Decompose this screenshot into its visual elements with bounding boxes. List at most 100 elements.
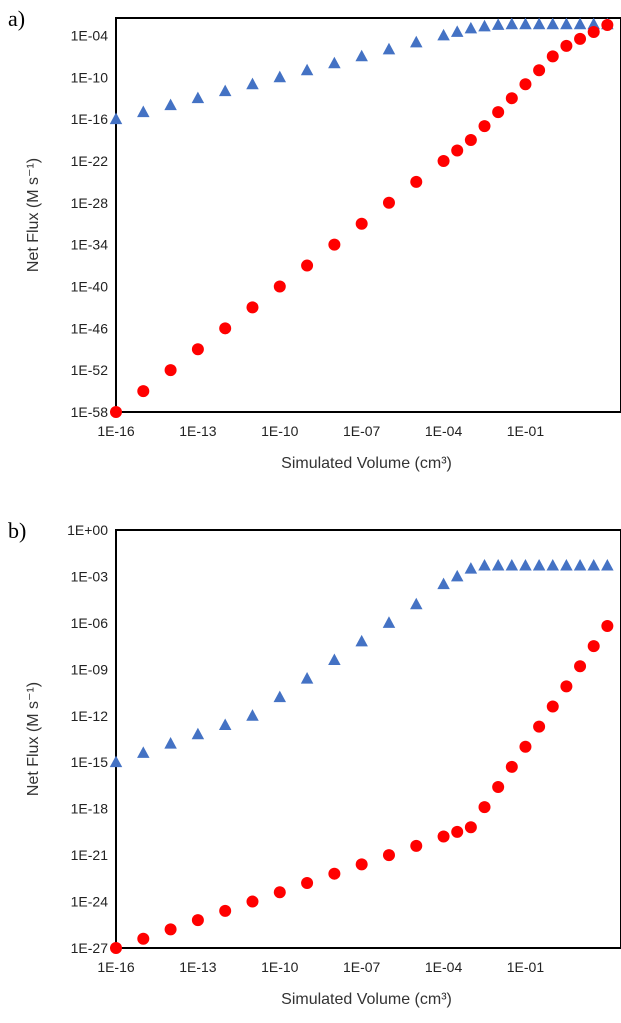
data-point-triangle <box>587 559 600 571</box>
data-point-circle <box>164 923 177 936</box>
data-point-circle <box>451 825 464 838</box>
y-axis-title: Net Flux (M s⁻¹) <box>25 682 42 796</box>
y-tick-label: 1E-03 <box>71 568 109 584</box>
y-tick-label: 1E-52 <box>71 362 109 378</box>
data-point-triangle <box>328 56 341 69</box>
data-point-circle <box>164 364 177 377</box>
data-point-circle <box>478 801 491 814</box>
y-tick-label: 1E-16 <box>71 111 109 127</box>
data-point-triangle <box>546 559 560 571</box>
data-point-circle <box>601 18 614 31</box>
data-point-circle <box>301 259 314 272</box>
chart-b-svg: 1E+00 1E-03 1E-06 1E-09 1E-12 1E-15 1E-18 1E-21… <box>25 522 621 1008</box>
data-point-triangle <box>450 25 464 37</box>
data-point-triangle <box>491 559 505 571</box>
x-tick-label: 1E-07 <box>343 423 381 439</box>
data-point-circle <box>110 942 122 954</box>
y-tick-label: 1E-09 <box>71 661 109 677</box>
data-point-triangle <box>191 727 205 740</box>
data-point-circle <box>137 385 150 398</box>
y-axis-title: Net Flux (M s⁻¹) <box>25 158 42 272</box>
data-point-circle <box>110 406 122 418</box>
data-point-circle <box>219 322 232 335</box>
data-point-triangle <box>505 17 519 30</box>
data-point-triangle <box>273 70 287 83</box>
data-point-circle <box>355 858 368 871</box>
plot-frame <box>115 17 621 413</box>
y-tick-label: 1E-10 <box>71 69 109 85</box>
data-point-triangle <box>601 559 614 571</box>
data-point-circle <box>505 760 518 773</box>
y-tick-label: 1E-18 <box>71 801 109 817</box>
data-point-circle <box>587 25 600 38</box>
data-point-triangle <box>273 690 287 703</box>
data-point-triangle <box>464 21 478 34</box>
x-tick-label: 1E-13 <box>179 959 217 975</box>
data-point-triangle <box>218 84 232 97</box>
data-point-circle <box>246 301 259 314</box>
data-point-triangle <box>437 577 450 590</box>
y-tick-label: 1E-12 <box>71 708 109 724</box>
panel-label-a: a) <box>8 6 26 31</box>
data-point-triangle <box>328 653 341 665</box>
y-tick-label: 1E-06 <box>71 615 109 631</box>
data-point-triangle <box>532 559 546 571</box>
data-point-triangle <box>478 559 491 571</box>
data-point-circle <box>574 660 587 673</box>
data-point-triangle <box>532 17 546 30</box>
data-point-circle <box>478 120 491 133</box>
data-point-triangle <box>560 17 573 30</box>
data-point-triangle <box>464 562 478 574</box>
y-tick-label: 1E-15 <box>71 754 109 770</box>
data-point-triangle <box>573 559 587 571</box>
data-point-triangle <box>573 17 587 30</box>
x-tick-label: 1E-10 <box>261 959 299 975</box>
marks-group <box>109 559 614 954</box>
chart-panel-a: a) 1E-04 1E-10 1E-16 1E-22 1E-28 1E-34 1E-40 1E… <box>0 0 621 500</box>
x-tick-label: 1E-04 <box>425 423 463 439</box>
x-tick-label: 1E-16 <box>97 423 135 439</box>
data-point-circle <box>533 720 546 733</box>
data-point-triangle <box>109 112 123 125</box>
data-point-circle <box>191 914 204 927</box>
data-point-triangle <box>505 559 519 571</box>
data-point-circle <box>191 343 204 356</box>
data-point-triangle <box>109 755 123 768</box>
data-point-triangle <box>355 49 368 62</box>
data-point-triangle <box>191 91 205 104</box>
data-point-triangle <box>410 35 423 48</box>
data-point-circle <box>382 849 395 862</box>
y-tick-label: 1E-24 <box>71 894 109 910</box>
x-tick-label: 1E-13 <box>179 423 217 439</box>
data-point-triangle <box>478 19 491 32</box>
x-tick-label: 1E-01 <box>507 423 545 439</box>
data-point-triangle <box>491 18 505 30</box>
x-tick-label: 1E-04 <box>425 959 463 975</box>
panel-label-b: b) <box>8 518 27 543</box>
data-point-circle <box>328 238 341 251</box>
data-point-circle <box>560 680 573 693</box>
data-point-circle <box>437 830 450 843</box>
y-tick-label: 1E-28 <box>71 195 109 211</box>
data-point-triangle <box>246 77 259 90</box>
data-point-circle <box>219 904 232 917</box>
x-tick-label: 1E-01 <box>507 959 545 975</box>
data-point-circle <box>451 144 464 157</box>
data-point-triangle <box>410 597 423 610</box>
data-point-circle <box>560 39 573 52</box>
data-point-circle <box>546 50 559 63</box>
data-point-triangle <box>519 17 532 30</box>
data-point-circle <box>273 280 286 293</box>
data-point-circle <box>410 175 423 188</box>
data-point-triangle <box>137 105 150 118</box>
data-point-triangle <box>218 718 232 731</box>
data-point-circle <box>492 780 505 793</box>
x-axis-title: Simulated Volume (cm³) <box>281 991 452 1008</box>
data-point-circle <box>464 134 477 147</box>
data-point-triangle <box>300 672 314 684</box>
y-tick-label: 1E-21 <box>71 847 109 863</box>
y-tick-label: 1E-27 <box>71 940 109 956</box>
data-point-circle <box>587 640 600 653</box>
y-tick-label: 1E-22 <box>71 153 109 169</box>
data-point-circle <box>355 217 368 230</box>
